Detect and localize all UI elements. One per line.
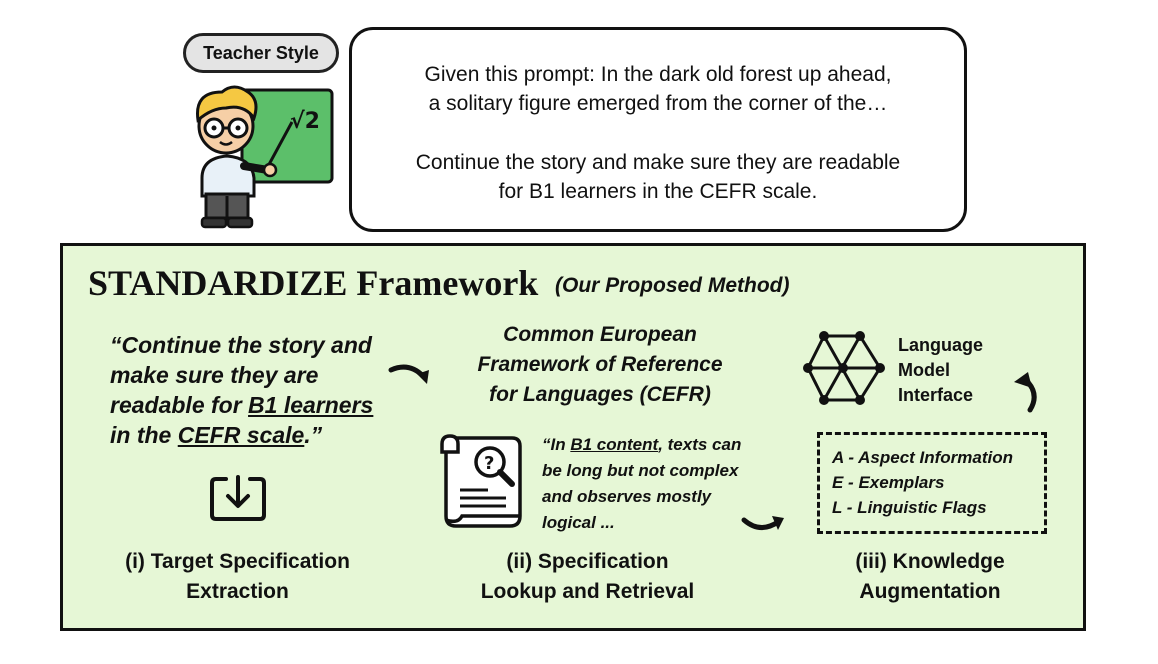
lm-line-3: Interface xyxy=(898,385,974,405)
lm-line-2: Model xyxy=(898,360,950,380)
b1-line-2: be long but not complex xyxy=(542,461,739,480)
step-3-label-line-1: (iii) Knowledge xyxy=(855,550,1005,573)
step-3-label-line-2: Augmentation xyxy=(859,580,1001,603)
step-1-label: (i) Target Specification Extraction xyxy=(100,547,375,607)
linguistic-flags-item: L - Linguistic Flags xyxy=(832,498,987,517)
step-2-label-line-2: Lookup and Retrieval xyxy=(480,580,695,603)
network-icon xyxy=(803,331,885,405)
arrow-icon xyxy=(388,364,429,384)
prompt-box: Given this prompt: In the dark old fores… xyxy=(349,27,967,232)
lm-line-1: Language xyxy=(898,335,984,355)
knowledge-list-box: A - Aspect Information E - Exemplars L -… xyxy=(817,432,1047,534)
b1-line-1: “In B1 content, texts can xyxy=(542,435,742,454)
quote-line-1: “Continue the story and xyxy=(110,332,372,358)
b1-line-3: and observes mostly xyxy=(542,487,712,506)
cefr-title: Common European Framework of Reference f… xyxy=(455,320,745,410)
cefr-line-2: Framework of Reference xyxy=(477,353,723,376)
teacher-icon: √2 xyxy=(196,85,334,229)
framework-subtitle: (Our Proposed Method) xyxy=(555,274,790,297)
step-3-label: (iii) Knowledge Augmentation xyxy=(820,547,1040,607)
b1-learners-highlight: B1 learners xyxy=(248,392,374,418)
document-search-icon: ? xyxy=(440,434,522,528)
teacher-style-label: Teacher Style xyxy=(183,33,339,73)
step-1-label-line-2: Extraction xyxy=(186,580,289,603)
step-1-label-line-1: (i) Target Specification xyxy=(125,550,350,573)
target-quote: “Continue the story and make sure they a… xyxy=(110,330,410,450)
prompt-line-2: a solitary figure emerged from the corne… xyxy=(428,92,888,115)
b1-line-4: logical ... xyxy=(542,513,615,532)
prompt-line-4: for B1 learners in the CEFR scale. xyxy=(498,180,818,203)
framework-title: STANDARDIZE Framework xyxy=(88,263,539,303)
exemplars-item: E - Exemplars xyxy=(832,473,945,492)
step-2-label: (ii) Specification Lookup and Retrieval xyxy=(455,547,720,607)
quote-line-3: readable for B1 learners xyxy=(110,392,374,418)
cefr-line-1: Common European xyxy=(503,323,697,346)
teacher-style-text: Teacher Style xyxy=(203,42,319,63)
b1-description-quote: “In B1 content, texts can be long but no… xyxy=(542,432,782,536)
board-symbol: √2 xyxy=(290,109,320,134)
language-model-label: Language Model Interface xyxy=(898,333,983,408)
b1-content-highlight: B1 content xyxy=(570,435,659,454)
arrow-icon xyxy=(741,516,784,530)
framework-panel xyxy=(60,243,1086,631)
svg-text:?: ? xyxy=(484,453,494,474)
cefr-scale-highlight: CEFR scale xyxy=(177,422,305,448)
prompt-line-3: Continue the story and make sure they ar… xyxy=(415,151,901,174)
prompt-line-1: Given this prompt: In the dark old fores… xyxy=(424,63,892,86)
step-2-label-line-1: (ii) Specification xyxy=(506,550,669,573)
quote-line-2: make sure they are xyxy=(110,362,319,388)
arrow-icon xyxy=(1014,372,1037,413)
aspect-information-item: A - Aspect Information xyxy=(832,448,1014,467)
quote-line-4: in the CEFR scale.” xyxy=(110,422,323,448)
download-icon xyxy=(210,475,266,521)
cefr-line-3: for Languages (CEFR) xyxy=(489,383,711,406)
